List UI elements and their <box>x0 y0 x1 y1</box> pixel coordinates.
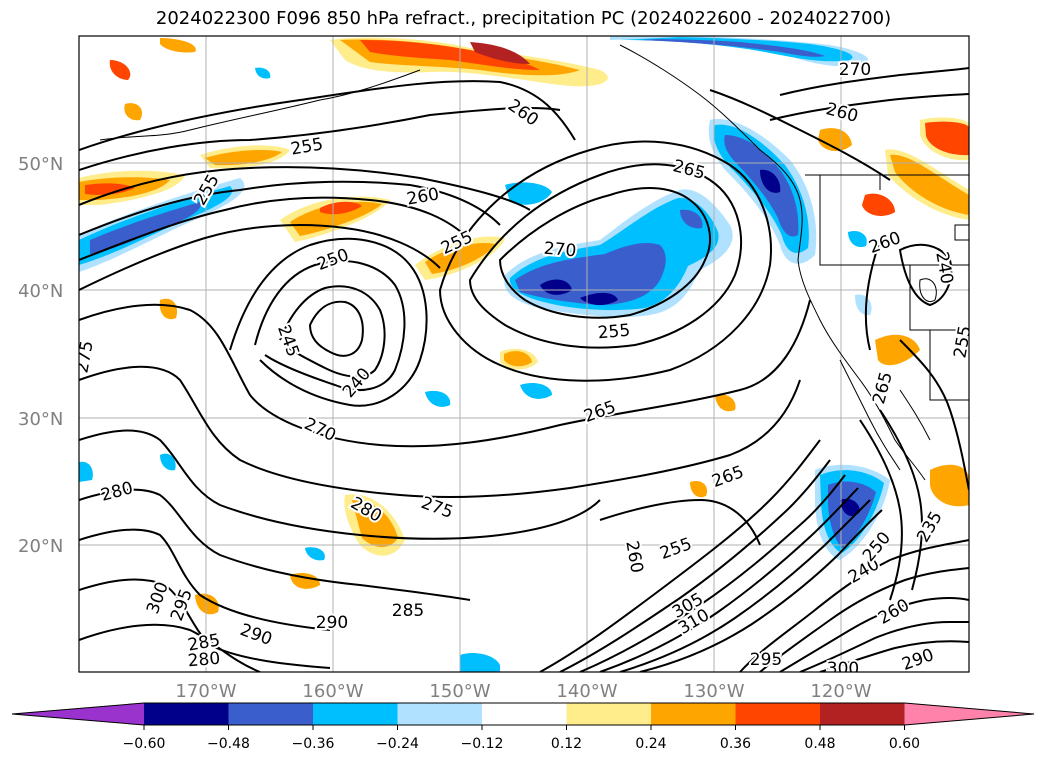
colorbar-tick-label: −0.36 <box>292 736 335 752</box>
lon-label: 160°W <box>302 681 363 702</box>
colorbar-tick-label: −0.24 <box>376 736 419 752</box>
colorbar-tick-label: 0.60 <box>889 736 920 752</box>
precip-negative-shading <box>79 36 890 672</box>
contour-label: 255 <box>950 324 975 359</box>
contour-label: 255 <box>597 321 631 344</box>
colorbar-extend-max <box>904 703 1034 725</box>
colorbar-bin <box>820 703 905 725</box>
lat-label: 50°N <box>18 154 63 175</box>
contour-label: 285 <box>392 601 424 621</box>
colorbar-tick-labels: −0.60 −0.48 −0.36 −0.24 −0.12 0.12 0.24 … <box>123 736 921 752</box>
contour-label: 275 <box>72 339 97 374</box>
lon-label: 120°W <box>810 681 871 702</box>
colorbar-extend-min <box>12 703 144 725</box>
colorbar-bin <box>397 703 482 725</box>
colorbar-bin <box>735 703 820 725</box>
colorbar-tick-label: −0.60 <box>123 736 166 752</box>
colorbar-bin <box>482 703 567 725</box>
colorbar-bin <box>566 703 651 725</box>
colorbar: −0.60 −0.48 −0.36 −0.24 −0.12 0.12 0.24 … <box>11 702 1035 752</box>
latitude-labels: 50°N 40°N 30°N 20°N <box>18 154 63 557</box>
colorbar-tick-label: 0.24 <box>635 736 666 752</box>
contour-label: 270 <box>543 239 577 262</box>
colorbar-bin <box>651 703 736 725</box>
map-area: 260 270 265 255 255 260 255 250 270 260 … <box>72 36 975 679</box>
coastlines <box>99 44 969 481</box>
contour-label: 290 <box>316 613 348 633</box>
map-frame <box>78 35 970 673</box>
colorbar-tick-label: 0.12 <box>551 736 582 752</box>
lat-label: 20°N <box>18 536 63 557</box>
contour-label: 295 <box>750 650 782 670</box>
lat-label: 40°N <box>18 281 63 302</box>
contour-label: 280 <box>187 649 221 672</box>
map-title: 2024022300 F096 850 hPa refract., precip… <box>155 8 892 29</box>
longitude-labels: 170°W 160°W 150°W 140°W 130°W 120°W <box>175 681 871 702</box>
colorbar-tick-label: −0.12 <box>461 736 504 752</box>
refractivity-contours <box>79 67 969 672</box>
colorbar-tick-label: 0.48 <box>804 736 835 752</box>
contour-label: 270 <box>839 60 871 80</box>
colorbar-bin <box>313 703 398 725</box>
contour-label: 300 <box>827 659 859 679</box>
colorbar-ticks <box>143 725 905 730</box>
colorbar-bin <box>144 703 229 725</box>
lon-label: 170°W <box>175 681 236 702</box>
lon-label: 140°W <box>556 681 617 702</box>
colorbar-tick-label: 0.36 <box>720 736 751 752</box>
colorbar-tick-label: −0.48 <box>207 736 250 752</box>
lon-label: 130°W <box>683 681 744 702</box>
colorbar-bin <box>228 703 313 725</box>
lon-label: 150°W <box>429 681 490 702</box>
lat-label: 30°N <box>18 409 63 430</box>
